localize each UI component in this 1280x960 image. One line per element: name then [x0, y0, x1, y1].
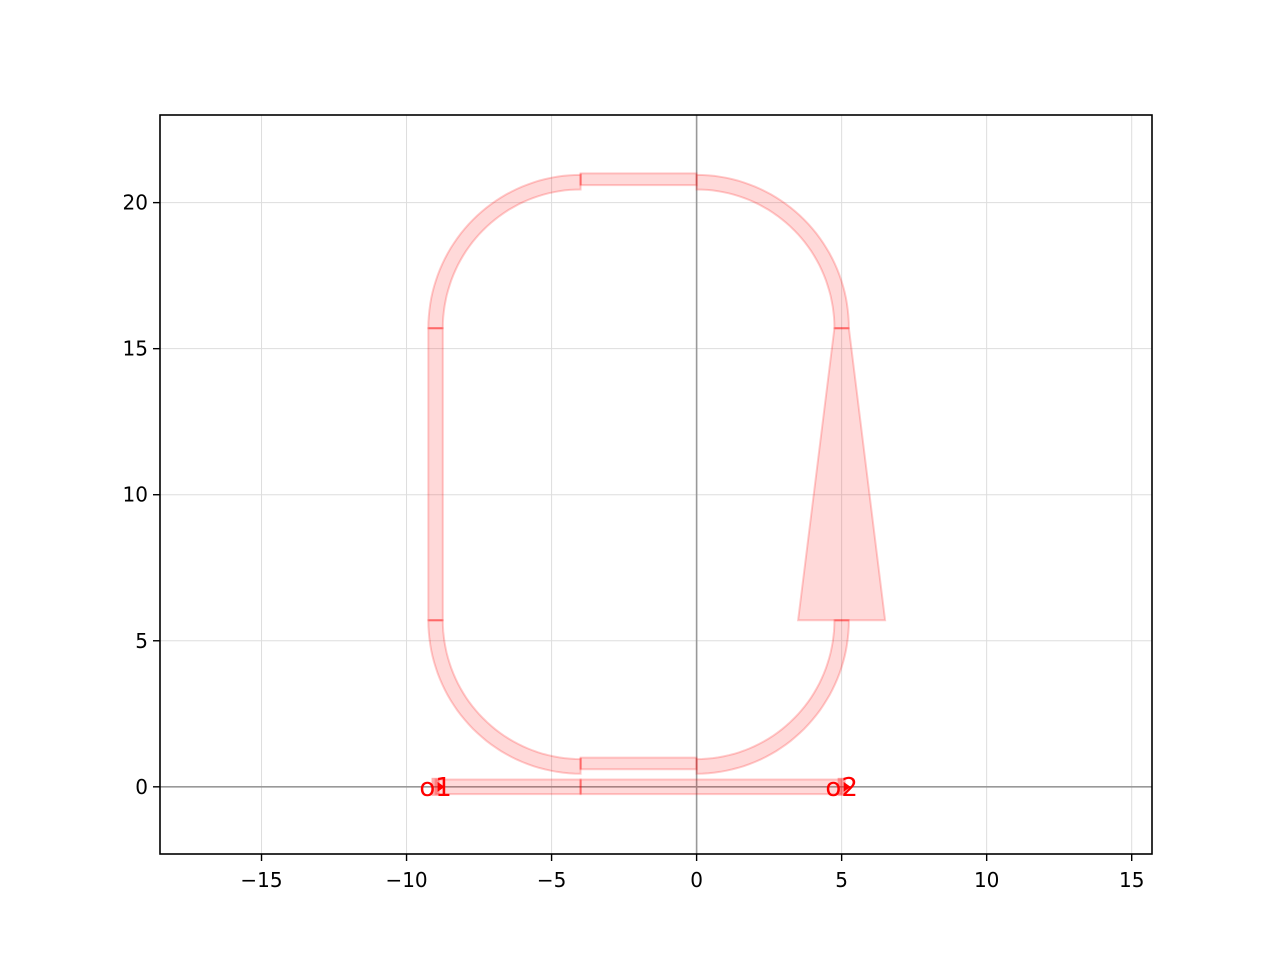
y-tick-label: 20	[123, 191, 148, 215]
bend-arc-3	[695, 619, 850, 775]
waveguide-polygon-4	[427, 327, 444, 622]
x-tick-label: −5	[537, 868, 566, 892]
x-tick-label: −10	[385, 868, 427, 892]
port-arrow-o2	[843, 781, 851, 792]
waveguide-polygon-3	[579, 172, 698, 187]
grid	[160, 115, 1152, 854]
x-tick-label: −15	[240, 868, 282, 892]
x-tick-label: 0	[690, 868, 703, 892]
port-label-o2: o2	[825, 773, 857, 803]
axes-frame	[159, 114, 1153, 855]
tick-labels: −15 −10 −5 0 5 10 15 0 5 10 15 20	[123, 191, 1145, 892]
y-tick-label: 0	[135, 775, 148, 799]
port-marker-o1	[431, 777, 440, 796]
component-geometry	[427, 172, 887, 796]
bend-arc-2	[695, 173, 850, 330]
y-tick-label: 5	[135, 629, 148, 653]
waveguide-polygon-2	[579, 756, 698, 771]
waveguide-polygon-5	[796, 327, 887, 622]
port-label-o1: o1	[419, 773, 451, 803]
waveguide-polygon-0	[434, 778, 582, 796]
x-tick-label: 15	[1119, 868, 1144, 892]
bend-arc-1	[427, 173, 582, 330]
x-tick-label: 5	[835, 868, 848, 892]
y-tick-label: 10	[123, 483, 148, 507]
port-arrow-o1	[437, 781, 445, 792]
ports: o1 o2	[419, 773, 858, 803]
waveguide-polygon-1	[579, 778, 843, 796]
y-tick-label: 15	[123, 337, 148, 361]
plot-frame	[159, 114, 1153, 855]
port-marker-o2	[837, 777, 846, 796]
bend-arc-0	[427, 619, 582, 775]
x-tick-label: 10	[974, 868, 999, 892]
